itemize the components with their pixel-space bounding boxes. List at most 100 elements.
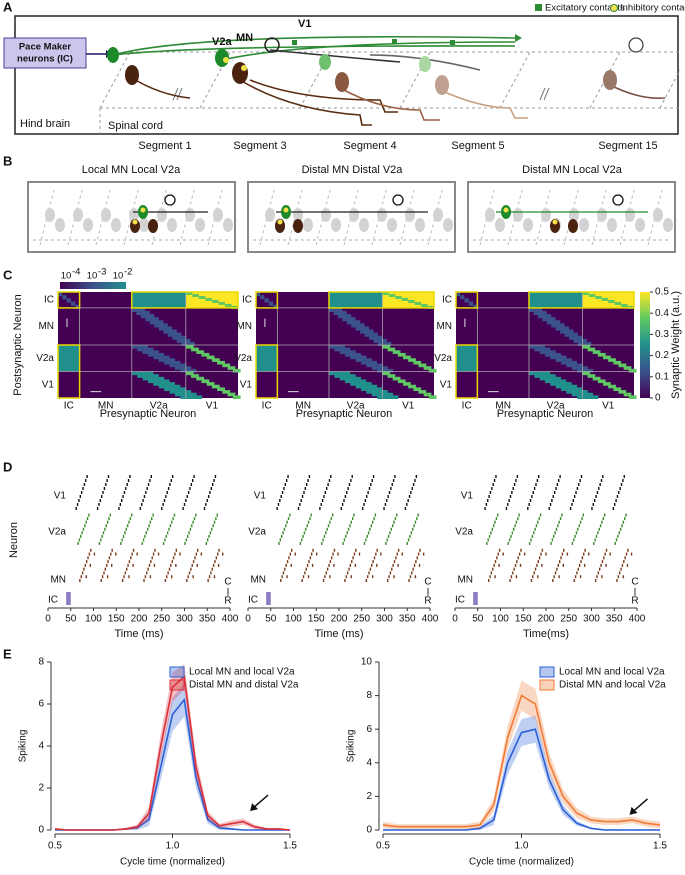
error-band (55, 683, 290, 830)
neuron-mn (232, 62, 248, 84)
heatmap-cell (369, 335, 383, 340)
heatmap-cell (397, 379, 406, 384)
heatmap-cell (408, 358, 416, 362)
heatmap-cell (403, 355, 411, 360)
segment-label: Segment 1 (138, 140, 191, 152)
heatmap-cell (361, 360, 378, 365)
row-label: MN (50, 575, 66, 586)
heatmap-cell (534, 374, 556, 378)
heatmap-cell (222, 390, 231, 394)
ic-spikes (66, 592, 71, 605)
neuron-mn (275, 219, 285, 233)
x-tick-label: 1.5 (653, 841, 667, 852)
neuron-ghost (157, 208, 167, 222)
x-tick-label: 1.0 (166, 841, 180, 852)
col-label: V1 (206, 401, 219, 412)
row-label: V2a (234, 353, 252, 364)
heatmap-cell (137, 374, 159, 378)
inhibitory-contact (241, 65, 247, 71)
heatmap-cell (545, 352, 562, 357)
heatmap-cell (377, 341, 392, 346)
heatmap-cell (198, 295, 206, 299)
heatmap-cell (224, 303, 232, 307)
heatmap-cell (136, 310, 150, 316)
log-tick-exponent: -2 (124, 267, 132, 278)
heatmap-cell (333, 310, 347, 316)
heatmap-cell (582, 371, 591, 376)
heatmap-cell (145, 317, 159, 322)
neuron-mn (148, 219, 158, 233)
row-label: V2a (36, 353, 54, 364)
panel-label: D (3, 459, 12, 474)
x-axis-label: Presynaptic Neuron (497, 408, 594, 420)
heatmap-cell (418, 363, 427, 368)
x-tick-label: 350 (199, 614, 216, 625)
x-tick-label: 150 (108, 614, 125, 625)
x-tick-label: 300 (376, 614, 393, 625)
y-tick-label: 4 (366, 757, 372, 768)
annotation-arrow (632, 798, 649, 813)
heatmap-cell (142, 376, 165, 381)
heatmap-cell (377, 395, 399, 399)
panel-c: Postsynaptic Neuron Presynaptic Neuron P… (12, 291, 682, 420)
neuron-mn (603, 70, 617, 90)
neuron-ghost (321, 208, 331, 222)
heatmap-cell (222, 363, 231, 368)
row-label: IC (442, 295, 452, 306)
legend-swatch (610, 4, 618, 12)
heatmap-cell (587, 374, 596, 378)
y-tick-label: 0 (38, 825, 44, 836)
heatmap-cell (167, 332, 182, 337)
segment-label: Segment 15 (598, 140, 657, 152)
ic-spikes (266, 592, 271, 605)
heatmap-cell (621, 303, 628, 307)
axis-marker: C (631, 577, 638, 588)
legend-swatch (169, 679, 185, 691)
heatmap-cell (418, 390, 427, 394)
heatmap-cell (618, 390, 627, 394)
heatmap-cell (345, 352, 362, 357)
col-label: IC (262, 401, 272, 412)
row-label: V2a (455, 527, 473, 538)
heatmap-cell (366, 363, 383, 368)
pacemaker-label: neurons (IC) (17, 54, 73, 65)
heatmap-cell (577, 341, 592, 346)
heatmap-cell (148, 352, 165, 357)
heatmap-cell (58, 292, 63, 297)
heatmap-cell (351, 323, 365, 328)
legend-label: Local MN and local V2a (189, 667, 295, 678)
heatmap-cell (387, 374, 396, 378)
axis-marker: C (224, 577, 231, 588)
heatmap-cell (371, 366, 388, 370)
neuron-label: MN (236, 32, 253, 44)
axis-marker: R (631, 596, 638, 607)
heatmap-cell (328, 307, 343, 312)
log-tick-base: 10 (113, 271, 124, 282)
schematic-frame (27, 181, 236, 253)
neuron-ghost (101, 208, 111, 222)
x-axis-label: Cycle time (normalized) (120, 857, 225, 868)
heatmap-cell (70, 301, 76, 306)
heatmap-cell (232, 395, 241, 399)
heatmap-cell (196, 350, 205, 354)
neuron-ghost (167, 218, 177, 232)
neuron-ghost (495, 218, 505, 232)
legend-swatch (169, 666, 185, 678)
heatmap-cell (392, 350, 401, 354)
neuron-ghost (139, 218, 149, 232)
heatmap-block (256, 345, 278, 372)
colorbar-tick-label: 0.1 (655, 371, 669, 382)
neuron-ghost (597, 208, 607, 222)
heatmap-block (58, 345, 80, 372)
x-tick-label: 150 (308, 614, 325, 625)
schematic-frame (467, 181, 676, 253)
heatmap-cell (464, 298, 469, 303)
highlight (57, 344, 81, 399)
neuron-ghost (195, 218, 205, 232)
neuron-ghost (607, 218, 617, 232)
heatmap-cell (408, 299, 415, 303)
heatmap-cell (181, 341, 195, 346)
legend-label: Local MN and local V2a (559, 667, 665, 678)
x-tick-label: 50 (65, 614, 77, 625)
neuron-ghost (377, 208, 387, 222)
